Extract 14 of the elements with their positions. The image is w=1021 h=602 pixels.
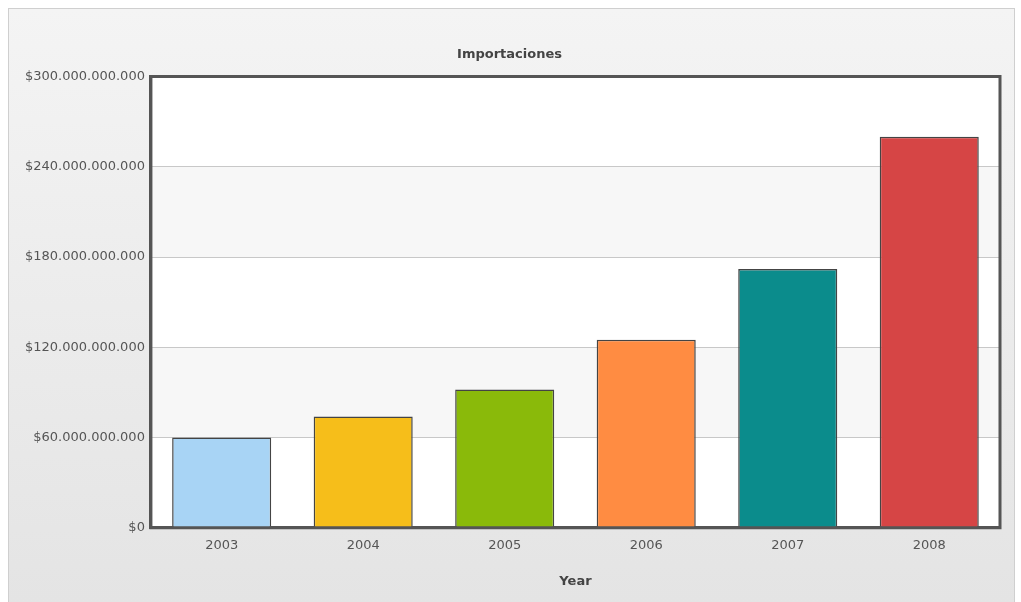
y-tick-label: $60.000.000.000 [33,428,145,444]
x-axis-title: Year [558,572,593,588]
x-tick-label: 2007 [771,536,805,552]
y-tick-label: $120.000.000.000 [25,338,145,354]
y-tick-label: $180.000.000.000 [25,248,145,264]
x-tick-label: 2008 [912,536,946,552]
y-tick-label: $0 [128,519,145,535]
x-tick-label: 2006 [629,536,663,552]
chart-title: Importaciones [457,46,563,62]
x-tick-label: 2004 [346,536,380,552]
y-tick-label: $300.000.000.000 [25,67,145,83]
x-tick-label: 2005 [488,536,522,552]
y-tick-label: $240.000.000.000 [25,158,145,174]
x-tick-label: 2003 [205,536,239,552]
